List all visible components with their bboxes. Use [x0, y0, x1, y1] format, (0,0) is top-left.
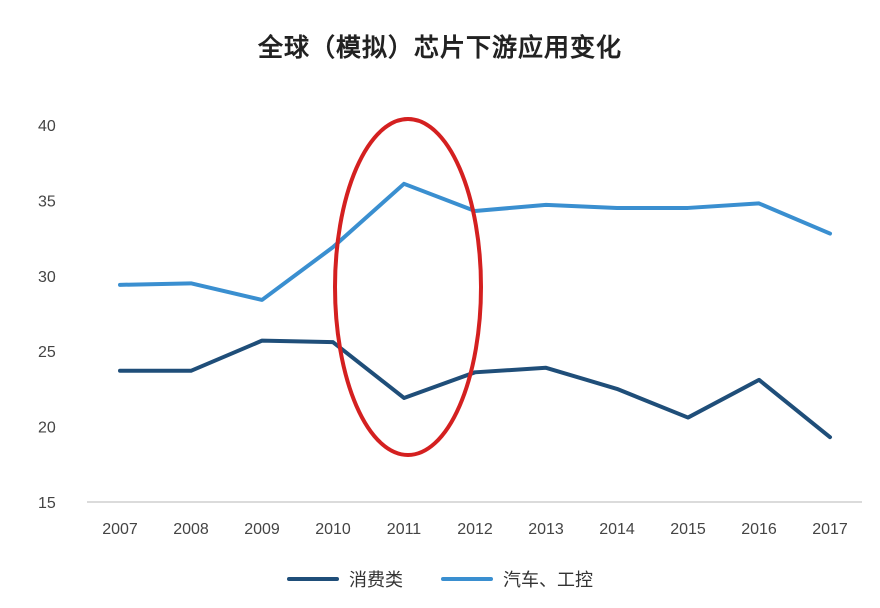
y-tick-label: 15 [38, 495, 56, 512]
legend-swatch-auto-industrial [441, 577, 493, 581]
x-tick-label: 2010 [315, 521, 351, 538]
x-tick-label: 2017 [812, 521, 848, 538]
legend-label-consumer: 消费类 [349, 570, 403, 591]
x-tick-label: 2009 [244, 521, 280, 538]
x-tick-label: 2016 [741, 521, 777, 538]
x-tick-label: 2007 [102, 521, 138, 538]
chart-title: 全球（模拟）芯片下游应用变化 [257, 33, 622, 62]
x-tick-label: 2013 [528, 521, 564, 538]
highlight-ellipse [333, 117, 483, 457]
x-tick-label: 2014 [599, 521, 635, 538]
legend-item-consumer: 消费类 [287, 566, 403, 592]
x-tick-label: 2015 [670, 521, 706, 538]
y-tick-label: 40 [38, 118, 56, 135]
x-tick-label: 2011 [387, 521, 422, 538]
y-tick-label: 35 [38, 193, 56, 210]
series-line-1 [118, 181, 832, 302]
y-tick-label: 20 [38, 420, 56, 437]
x-tick-label: 2008 [173, 521, 209, 538]
legend: 消费类 汽车、工控 [0, 566, 880, 592]
legend-label-auto-industrial: 汽车、工控 [503, 570, 593, 591]
legend-swatch-consumer [287, 577, 339, 581]
legend-item-auto-industrial: 汽车、工控 [441, 566, 593, 592]
x-tick-label: 2012 [457, 521, 493, 538]
y-tick-label: 30 [38, 269, 56, 286]
y-tick-label: 25 [38, 344, 56, 361]
